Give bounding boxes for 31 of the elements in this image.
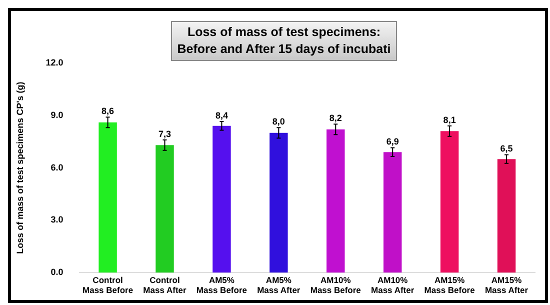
chart-title: Loss of mass of test specimens: Before and After 15 days of incubati: [171, 21, 397, 61]
x-tick-label: AM10% Mass Before: [310, 275, 362, 296]
bar: [98, 122, 117, 273]
data-label: 8,0: [272, 116, 285, 127]
x-tick-label: AM5% Mass Before: [196, 275, 248, 296]
x-tick-label: Control Mass Before: [82, 275, 134, 296]
x-tick-label: AM10% Mass After: [371, 275, 415, 296]
y-tick-label: 0.0: [50, 267, 64, 278]
y-tick-label: 6.0: [50, 162, 64, 172]
data-label: 8,1: [443, 114, 456, 125]
bar: [497, 159, 516, 273]
bar: [383, 152, 402, 273]
x-tick-label: AM15% Mass Before: [424, 275, 476, 296]
bar: [326, 129, 345, 273]
data-label: 8,6: [102, 106, 114, 116]
x-tick-label: AM15% Mass After: [484, 275, 529, 296]
x-tick-label: AM5% Mass After: [257, 275, 301, 296]
y-tick-label: 12.0: [46, 57, 64, 68]
bar: [440, 131, 459, 273]
data-label: 6,9: [386, 136, 399, 147]
data-label: 8,4: [215, 110, 228, 120]
bar: [156, 145, 174, 273]
bar: [212, 126, 231, 273]
y-tick-label: 9.0: [50, 110, 64, 120]
x-tick-label: Control Mass After: [143, 275, 188, 296]
bar: [270, 132, 288, 273]
y-tick-label: 3.0: [50, 214, 64, 225]
data-label: 7,3: [158, 128, 172, 139]
y-axis-title: Loss of mass of test specimens CP's (g): [14, 82, 25, 254]
data-label: 6,5: [500, 144, 513, 154]
data-label: 8,2: [329, 113, 342, 124]
